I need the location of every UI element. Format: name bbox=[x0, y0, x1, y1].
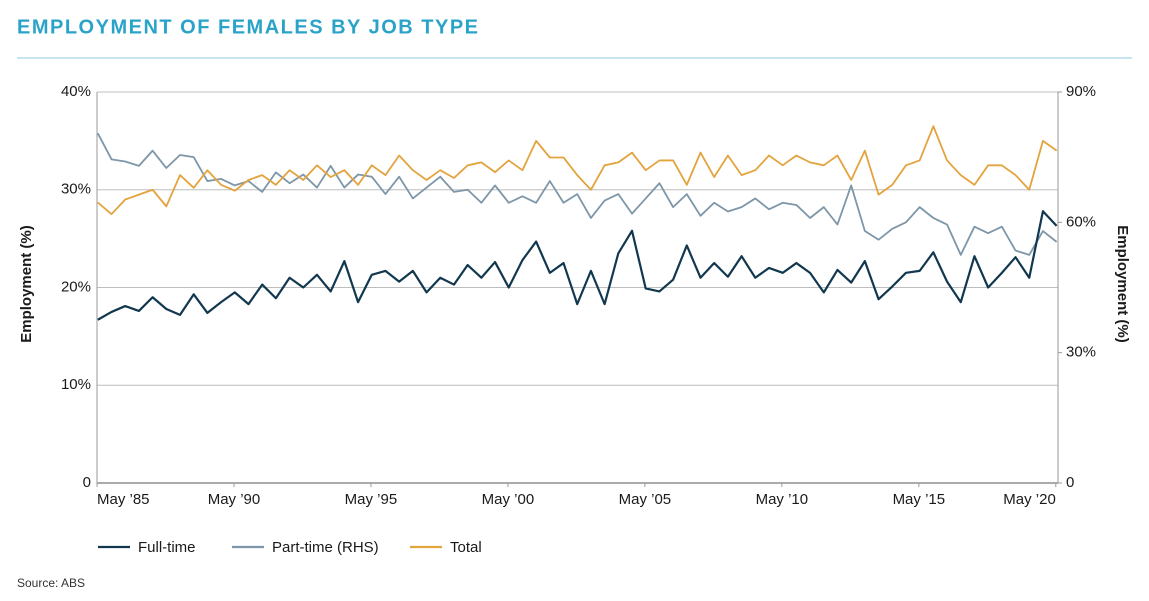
legend-label: Part-time (RHS) bbox=[272, 539, 379, 556]
y-tick-label: 40% bbox=[61, 83, 91, 100]
legend-label: Total bbox=[450, 539, 482, 556]
x-tick-label: May ’10 bbox=[756, 491, 809, 508]
series-line bbox=[97, 210, 1058, 321]
series-line bbox=[97, 125, 1058, 216]
x-tick-label: May ’95 bbox=[345, 491, 398, 508]
series-line bbox=[97, 132, 1058, 256]
legend-label: Full-time bbox=[138, 539, 196, 556]
y-tick-label: 0 bbox=[83, 474, 91, 491]
y2-tick-label: 0 bbox=[1066, 474, 1074, 491]
y-axis-title: Employment (%) bbox=[18, 225, 35, 343]
x-tick-label: May ’05 bbox=[619, 491, 672, 508]
y-tick-label: 10% bbox=[61, 376, 91, 393]
x-tick-label: May ’20 bbox=[1003, 491, 1056, 508]
chart-title: EMPLOYMENT OF FEMALES BY JOB TYPE bbox=[17, 16, 480, 38]
x-tick-label: May ’00 bbox=[482, 491, 535, 508]
y2-axis-title: Employment (%) bbox=[1114, 225, 1131, 343]
y-tick-label: 20% bbox=[61, 278, 91, 295]
y2-tick-label: 30% bbox=[1066, 344, 1096, 361]
x-tick-label: May ’15 bbox=[893, 491, 946, 508]
y2-tick-label: 90% bbox=[1066, 83, 1096, 100]
x-tick-label: May ’90 bbox=[208, 491, 261, 508]
y-tick-label: 30% bbox=[61, 181, 91, 198]
y2-tick-label: 60% bbox=[1066, 213, 1096, 230]
x-tick-label: May ’85 bbox=[97, 491, 150, 508]
source-note: Source: ABS bbox=[17, 576, 85, 590]
